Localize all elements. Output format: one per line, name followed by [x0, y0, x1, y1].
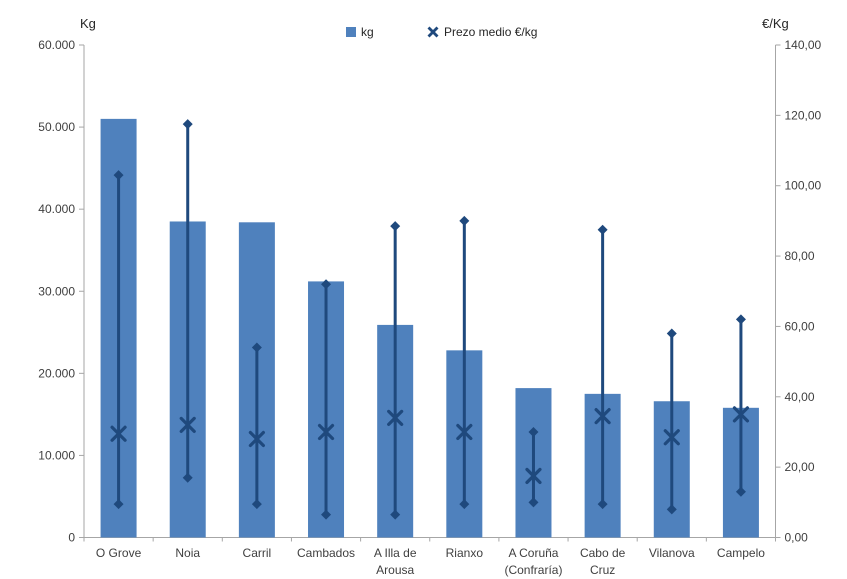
- price-max-marker: [251, 342, 262, 353]
- category-label: Noia: [175, 546, 200, 560]
- price-min-marker: [113, 499, 124, 510]
- price-max-marker: [182, 119, 193, 130]
- category-label: Campelo: [717, 546, 765, 560]
- price-series-x-marker-icon: [427, 26, 439, 38]
- category-label: Carril: [243, 546, 272, 560]
- legend-item-kg: kg: [346, 25, 374, 39]
- right-axis-tick-label: 40,00: [785, 390, 815, 404]
- price-max-marker: [528, 426, 539, 437]
- price-mean-x-marker: [387, 409, 404, 426]
- price-mean-x-marker: [317, 423, 335, 441]
- right-axis-tick-label: 140,00: [785, 38, 822, 52]
- kg-series-square-icon: [346, 27, 356, 37]
- right-axis-tick-label: 20,00: [785, 460, 815, 474]
- price-min-marker: [528, 497, 539, 508]
- right-axis-title: €/Kg: [762, 16, 789, 31]
- left-axis-tick-label: 30.000: [38, 284, 75, 298]
- price-mean-x-marker: [179, 416, 196, 434]
- price-max-marker: [459, 215, 470, 226]
- price-max-marker: [113, 170, 124, 181]
- price-min-marker: [321, 509, 332, 520]
- price-mean-x-marker: [456, 423, 473, 441]
- legend-label-prezo: Prezo medio €/kg: [444, 25, 538, 39]
- right-axis-tick-label: 120,00: [785, 108, 822, 122]
- price-mean-x-marker: [663, 429, 680, 446]
- price-min-marker: [182, 472, 193, 483]
- price-min-marker: [251, 499, 262, 510]
- category-label: Cambados: [297, 546, 355, 560]
- left-axis-tick-label: 50.000: [38, 120, 75, 134]
- price-min-marker: [666, 504, 677, 515]
- price-max-marker: [321, 279, 332, 290]
- price-min-marker: [390, 509, 401, 520]
- price-min-marker: [459, 499, 470, 510]
- price-max-marker: [666, 328, 677, 339]
- right-axis-tick-label: 0,00: [785, 531, 809, 545]
- left-axis-tick-label: 60.000: [38, 38, 75, 52]
- price-min-marker: [597, 499, 608, 510]
- price-max-marker: [597, 224, 608, 235]
- category-label: A Coruña (Confraría): [504, 546, 562, 577]
- left-axis-tick-label: 20.000: [38, 366, 75, 380]
- left-axis-tick-label: 40.000: [38, 202, 75, 216]
- legend-item-prezo: Prezo medio €/kg: [427, 25, 537, 39]
- legend-label-kg: kg: [361, 25, 374, 39]
- left-axis-title: Kg: [80, 16, 96, 31]
- price-min-marker: [735, 486, 746, 497]
- right-axis-tick-label: 80,00: [785, 249, 815, 263]
- category-label: A Illa de Arousa: [374, 546, 417, 577]
- price-mean-x-marker: [248, 430, 265, 448]
- category-label: O Grove: [96, 546, 142, 560]
- category-label: Vilanova: [649, 546, 695, 560]
- category-label: Rianxo: [446, 546, 484, 560]
- left-axis-tick-label: 10.000: [38, 448, 75, 462]
- price-mean-x-marker: [525, 467, 542, 485]
- price-mean-x-marker: [732, 406, 750, 423]
- right-axis-tick-label: 100,00: [785, 179, 822, 193]
- price-mean-x-marker: [110, 425, 127, 442]
- left-axis-tick-label: 0: [68, 531, 75, 545]
- right-axis-tick-label: 60,00: [785, 319, 815, 333]
- price-max-marker: [735, 314, 746, 325]
- category-label: Cabo de Cruz: [580, 546, 626, 577]
- price-max-marker: [390, 221, 401, 232]
- price-mean-x-marker: [594, 408, 611, 425]
